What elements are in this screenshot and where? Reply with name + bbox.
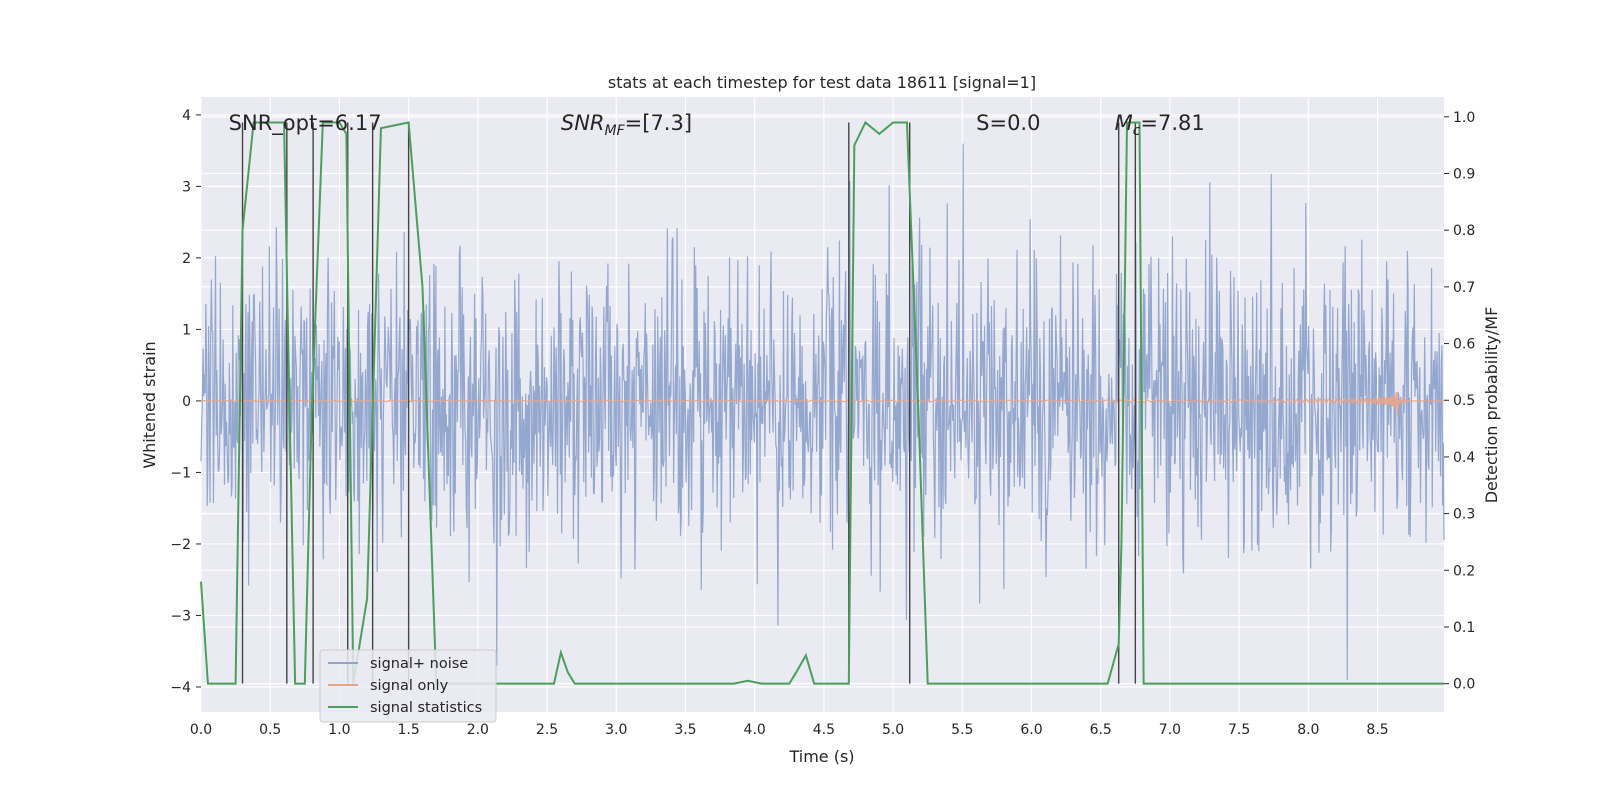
y-left-tick-label: 3: [182, 179, 191, 195]
y-left-tick-label: −1: [170, 465, 191, 481]
x-tick-label: 4.5: [813, 722, 835, 738]
x-tick-label: 5.5: [951, 722, 973, 738]
x-tick-label: 6.5: [1090, 722, 1112, 738]
legend-box: [319, 649, 497, 723]
x-tick-label: 3.0: [605, 722, 627, 738]
annotation-main: M: [1115, 111, 1133, 135]
annotation: Mc=7.81: [1115, 111, 1205, 139]
y-right-tick-label: 0.0: [1453, 677, 1475, 693]
x-tick-label: 0.5: [259, 722, 281, 738]
y-left-tick-label: −4: [170, 680, 191, 696]
annotation: S=0.0: [976, 111, 1040, 135]
y-left-tick-label: −2: [170, 537, 191, 553]
annotation: SNRMF=[7.3]: [561, 111, 692, 139]
x-tick-label: 1.0: [328, 722, 350, 738]
y-left-tick-label: 1: [182, 322, 191, 338]
annotation-subscript: c: [1133, 123, 1141, 139]
y-right-tick-label: 0.4: [1453, 450, 1475, 466]
legend-label-signal: signal only: [370, 678, 449, 694]
x-tick-label: 2.5: [536, 722, 558, 738]
x-tick-label: 7.5: [1228, 722, 1250, 738]
y-left-tick-label: 2: [182, 251, 191, 267]
y-axis-left-label: Whitened strain: [140, 341, 159, 468]
x-ticks: 0.0 0.5 1.0 1.5 2.0 2.5 3.0 3.5 4.0 4.5 5.0 5.5 6.0 6…: [190, 722, 1389, 738]
y-right-tick-label: 0.5: [1453, 393, 1475, 409]
annotation-main: SNR: [561, 111, 605, 135]
y-right-tick-label: 0.8: [1453, 223, 1475, 239]
chart-title: stats at each timestep for test data 186…: [608, 73, 1036, 92]
signal-statistics-series: [200, 120, 1444, 685]
annotation-value: =[7.3]: [625, 111, 692, 135]
x-tick-label: 5.0: [882, 722, 904, 738]
legend-label-statistics: signal statistics: [370, 700, 482, 716]
annotation-subscript: MF: [605, 123, 626, 139]
annotation-value: =7.81: [1140, 111, 1204, 135]
x-tick-label: 2.0: [467, 722, 489, 738]
x-tick-label: 8.5: [1366, 722, 1388, 738]
y-axis-right-label: Detection probability/MF: [1482, 307, 1501, 504]
y-left-tick-label: 4: [182, 108, 191, 124]
annotations: SNR_opt=6.17 SNRMF=[7.3] S=0.0 Mc=7.81: [229, 111, 1205, 139]
x-tick-label: 1.5: [397, 722, 419, 738]
y-right-tick-label: 0.9: [1453, 167, 1475, 183]
statistics-line: [200, 120, 1444, 685]
x-tick-label: 0.0: [190, 722, 212, 738]
annotation: SNR_opt=6.17: [229, 111, 382, 136]
y-right-ticks: 1.0 0.9 0.8 0.7 0.6 0.5 0.4 0.3 0.2 0.1 0.0: [1444, 110, 1475, 693]
y-right-tick-label: 1.0: [1453, 110, 1475, 126]
y-left-tick-label: −3: [170, 608, 191, 624]
x-tick-label: 4.0: [744, 722, 766, 738]
y-left-ticks: 4 3 2 1 0 −1 −2 −3 −4: [170, 108, 201, 696]
legend-label-noise: signal+ noise: [370, 656, 468, 672]
y-right-tick-label: 0.7: [1453, 280, 1475, 296]
y-right-tick-label: 0.2: [1453, 563, 1475, 579]
x-tick-label: 3.5: [674, 722, 696, 738]
y-right-tick-label: 0.6: [1453, 337, 1475, 353]
y-left-tick-label: 0: [182, 394, 191, 410]
x-axis-label: Time (s): [788, 747, 854, 766]
y-right-tick-label: 0.3: [1453, 507, 1475, 523]
x-tick-label: 6.0: [1020, 722, 1042, 738]
legend: signal+ noise signal only signal statist…: [319, 649, 497, 723]
y-right-tick-label: 0.1: [1453, 620, 1475, 636]
x-tick-label: 8.0: [1297, 722, 1319, 738]
x-tick-label: 7.0: [1159, 722, 1181, 738]
